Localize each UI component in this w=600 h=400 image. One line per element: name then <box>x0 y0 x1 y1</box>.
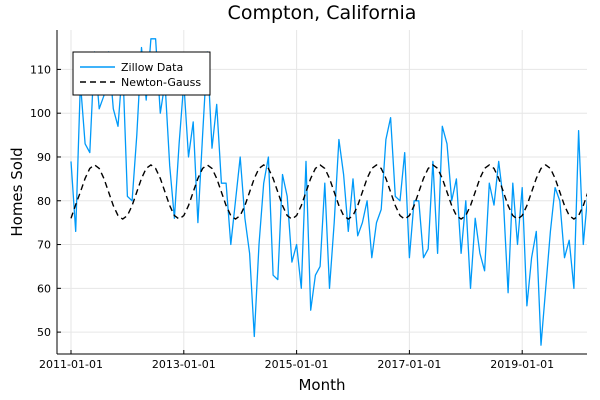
chart-title: Compton, California <box>228 2 417 24</box>
legend-label-zillow-data: Zillow Data <box>121 61 183 74</box>
legend-box <box>72 51 211 96</box>
y-tick-labels: 50 60 70 80 90 100 110 <box>30 63 61 339</box>
y-tick-label-110: 110 <box>30 63 51 76</box>
x-tick-label-2011-01-01: 2011-01-01 <box>39 358 103 371</box>
y-tick-label-90: 90 <box>37 151 51 164</box>
x-axis-title: Month <box>298 376 345 394</box>
series-line-newton-gauss <box>70 164 587 220</box>
y-tick-label-60: 60 <box>37 282 51 295</box>
x-tick-labels: 2011-01-01 2013-01-01 2015-01-01 2017-01-01… <box>39 350 554 371</box>
y-tick-label-70: 70 <box>37 239 51 252</box>
y-tick-label-80: 80 <box>37 195 51 208</box>
legend: Zillow Data Newton-Gauss <box>72 51 211 96</box>
x-tick-label-2013-01-01: 2013-01-01 <box>152 358 216 371</box>
y-tick-label-100: 100 <box>30 107 51 120</box>
x-tick-label-2017-01-01: 2017-01-01 <box>377 358 441 371</box>
y-axis-title: Homes Sold <box>8 147 26 236</box>
x-tick-label-2019-01-01: 2019-01-01 <box>490 358 554 371</box>
x-tick-label-2015-01-01: 2015-01-01 <box>265 358 329 371</box>
y-tick-label-50: 50 <box>37 326 51 339</box>
legend-label-newton-gauss: Newton-Gauss <box>121 76 201 89</box>
